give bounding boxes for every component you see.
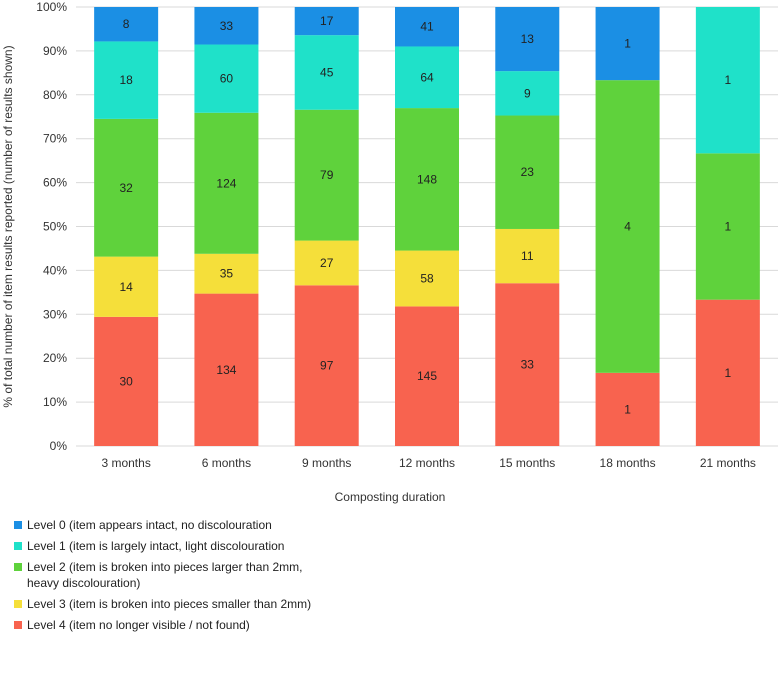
bar-segment: [495, 71, 560, 116]
legend-label: Level 3 (item is broken into pieces smal…: [27, 597, 312, 611]
x-tick-label: 21 months: [700, 456, 756, 470]
data-label: 1: [624, 37, 631, 51]
data-label: 97: [320, 359, 334, 373]
legend-label: Level 0 (item appears intact, no discolo…: [27, 518, 272, 532]
data-label: 9: [524, 86, 531, 100]
bar-segment: [94, 316, 159, 446]
bar-segment: [94, 256, 159, 317]
data-label: 33: [220, 19, 234, 33]
data-label: 1: [725, 73, 732, 87]
y-tick-label: 10%: [43, 395, 67, 409]
bar-segment: [395, 306, 459, 446]
data-label: 124: [216, 176, 236, 190]
data-label: 148: [417, 172, 437, 186]
data-label: 60: [220, 72, 234, 86]
y-tick-label: 50%: [43, 220, 67, 234]
y-tick-label: 30%: [43, 307, 67, 321]
bar-segment: [194, 44, 259, 113]
bar-segment: [194, 112, 259, 254]
legend-swatch: [14, 542, 22, 550]
x-tick-label: 9 months: [302, 456, 351, 470]
data-label: 32: [119, 181, 133, 195]
bar-segment: [194, 293, 259, 446]
bar-segment: [395, 7, 459, 47]
data-label: 45: [320, 65, 334, 79]
bar-segment: [294, 109, 359, 241]
x-axis-title: Composting duration: [335, 490, 446, 504]
bar-segment: [695, 7, 760, 154]
bar-segment: [194, 253, 259, 294]
legend-swatch: [14, 563, 22, 571]
bar-segment: [395, 46, 459, 109]
data-label: 1: [725, 366, 732, 380]
data-label: 58: [420, 271, 434, 285]
bar-segment: [595, 80, 660, 373]
x-tick-label: 12 months: [399, 456, 455, 470]
bar-segment: [294, 7, 359, 36]
bar-segment: [294, 35, 359, 110]
data-label: 145: [417, 369, 437, 383]
data-label: 1: [624, 402, 631, 416]
y-tick-label: 20%: [43, 351, 67, 365]
x-tick-label: 6 months: [202, 456, 251, 470]
bar-segment: [395, 250, 459, 307]
bar-segment: [94, 7, 159, 42]
data-label: 13: [521, 32, 535, 46]
data-label: 33: [521, 358, 535, 372]
data-label: 30: [119, 374, 133, 388]
legend-item: Level 4 (item no longer visible / not fo…: [14, 617, 314, 633]
data-label: 14: [119, 280, 133, 294]
data-label: 79: [320, 168, 334, 182]
bar-segment: [495, 228, 560, 284]
bar-segment: [495, 7, 560, 72]
bar-segment: [495, 115, 560, 229]
bar-segment: [294, 240, 359, 286]
legend-item: Level 3 (item is broken into pieces smal…: [14, 596, 314, 612]
data-label: 23: [521, 165, 535, 179]
bar-segment: [595, 372, 660, 446]
bar-segment: [595, 7, 660, 81]
bar-segment: [94, 118, 159, 257]
legend-label: Level 1 (item is largely intact, light d…: [27, 539, 285, 553]
legend-item: Level 1 (item is largely intact, light d…: [14, 538, 314, 554]
data-label: 17: [320, 14, 334, 28]
data-label: 1: [725, 220, 732, 234]
y-tick-label: 70%: [43, 132, 67, 146]
x-tick-label: 3 months: [101, 456, 150, 470]
bar-segment: [395, 108, 459, 251]
y-tick-label: 90%: [43, 44, 67, 58]
bar-segment: [695, 153, 760, 300]
y-tick-label: 60%: [43, 176, 67, 190]
y-tick-label: 0%: [50, 439, 68, 453]
y-axis-title: % of total number of item results report…: [1, 45, 15, 407]
bar-segment: [194, 7, 259, 45]
data-label: 41: [420, 20, 434, 34]
data-label: 18: [119, 73, 133, 87]
legend-item: Level 2 (item is broken into pieces larg…: [14, 559, 314, 591]
legend-item: Level 0 (item appears intact, no discolo…: [14, 517, 314, 533]
data-label: 134: [216, 363, 236, 377]
stacked-bar-chart: 0%10%20%30%40%50%60%70%80%90%100%3014321…: [1, 0, 778, 504]
y-tick-label: 80%: [43, 88, 67, 102]
bar-segment: [695, 299, 760, 446]
data-label: 11: [521, 249, 534, 263]
legend-label: Level 4 (item no longer visible / not fo…: [27, 618, 250, 632]
data-label: 35: [220, 267, 234, 281]
x-tick-label: 18 months: [600, 456, 656, 470]
data-label: 27: [320, 256, 334, 270]
bar-segment: [495, 283, 560, 446]
legend-swatch: [14, 621, 22, 629]
y-tick-label: 100%: [36, 0, 67, 14]
bar-segment: [294, 285, 359, 446]
legend-label: Level 2 (item is broken into pieces larg…: [27, 560, 303, 590]
data-label: 64: [420, 70, 434, 84]
x-tick-label: 15 months: [499, 456, 555, 470]
data-label: 4: [624, 220, 631, 234]
legend-swatch: [14, 600, 22, 608]
data-label: 8: [123, 17, 130, 31]
legend: Level 0 (item appears intact, no discolo…: [14, 517, 314, 638]
y-tick-label: 40%: [43, 263, 67, 277]
bar-segment: [94, 41, 159, 119]
legend-swatch: [14, 521, 22, 529]
